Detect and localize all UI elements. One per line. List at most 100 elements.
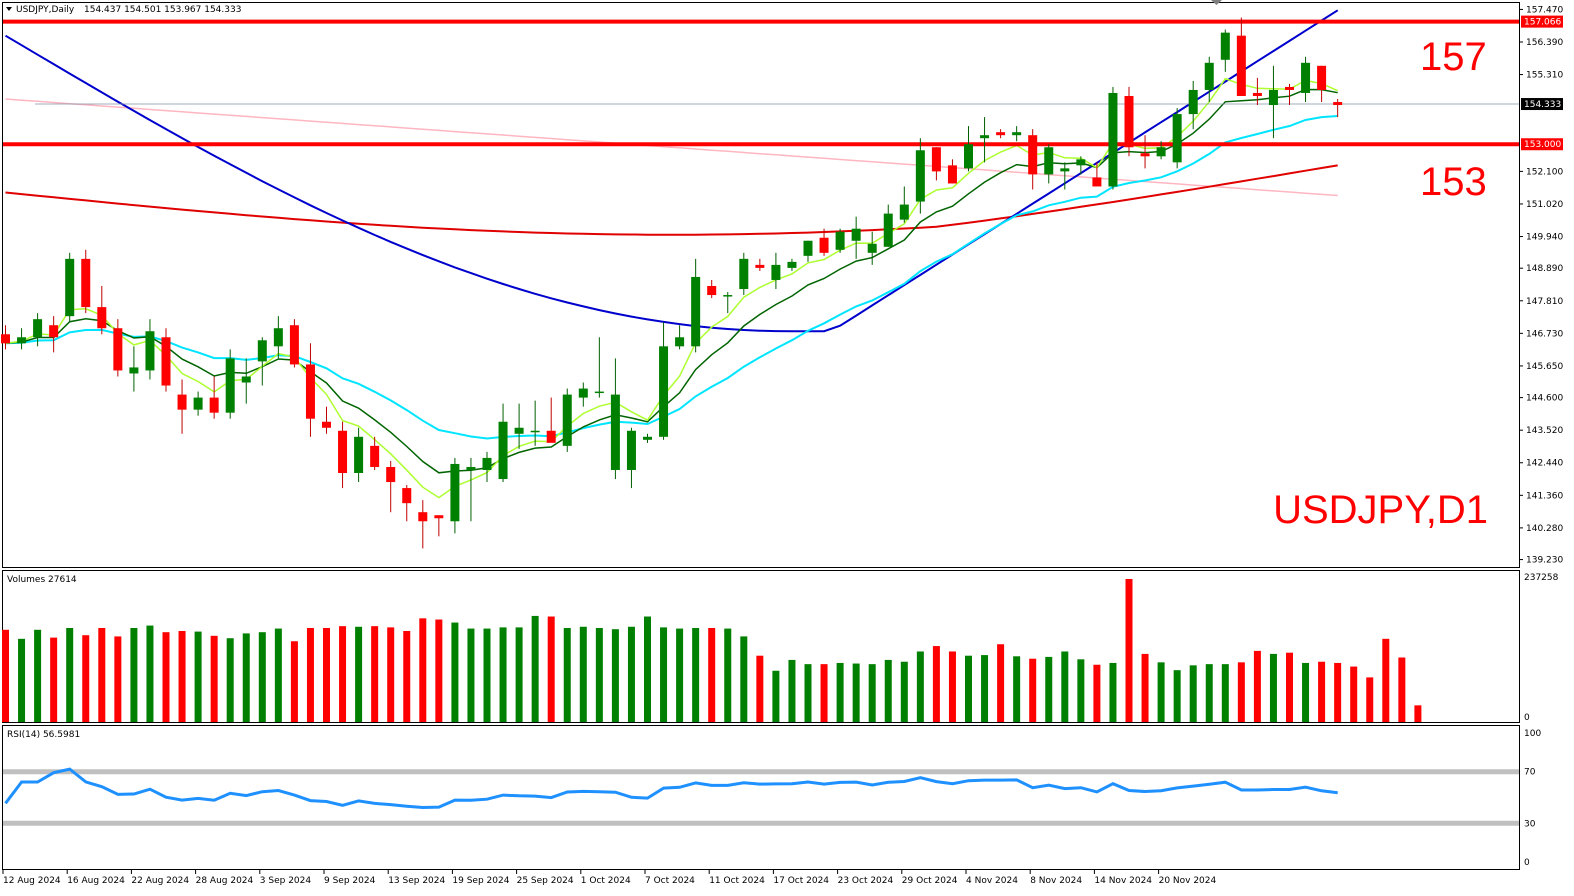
volume-bar: [274, 628, 282, 722]
volume-bar: [323, 627, 330, 722]
volume-bar: [772, 670, 780, 722]
candle-body: [177, 394, 187, 410]
candle-body: [723, 295, 733, 297]
symbol-watermark: USDJPY,D1: [1273, 488, 1488, 532]
volume-max-label: 237258: [1524, 573, 1559, 583]
volume-bar: [1302, 662, 1310, 722]
candle-body: [819, 237, 829, 253]
candle-body: [305, 364, 315, 419]
candle-body: [899, 204, 909, 220]
candle-body: [33, 319, 43, 338]
rsi-tick-label: 30: [1524, 819, 1536, 829]
candle-body: [1156, 147, 1166, 157]
candle-body: [610, 394, 620, 470]
volume-bar: [1125, 579, 1133, 722]
volume-bar: [579, 626, 587, 722]
candle-body: [370, 445, 380, 467]
candle-body: [129, 367, 139, 374]
price-tick-label: 146.730: [1526, 329, 1563, 339]
candle-body: [1188, 89, 1198, 115]
volume-bar: [1253, 650, 1261, 722]
level-157-annotation: 157: [1420, 35, 1487, 79]
candle-body: [1, 334, 10, 344]
price-tag-157: 157.066: [1524, 18, 1561, 28]
volume-bar: [724, 628, 732, 722]
volume-bar: [18, 638, 26, 722]
chart-shift-marker-icon[interactable]: [1211, 0, 1222, 5]
volume-bar: [1237, 662, 1245, 722]
candle-body: [514, 427, 524, 434]
volume-bar: [1414, 705, 1422, 722]
volume-bar: [692, 627, 700, 722]
volume-bar: [1173, 670, 1181, 722]
volume-bar: [1366, 677, 1374, 722]
rsi-tick-label: 0: [1524, 858, 1530, 868]
price-tag-153-bg: [1521, 138, 1563, 151]
candle-body: [17, 337, 27, 344]
candle-body: [931, 147, 941, 172]
time-tick-label: 9 Sep 2024: [324, 876, 376, 886]
price-tick-label: 157.470: [1526, 5, 1563, 15]
time-tick-label: 29 Oct 2024: [902, 876, 958, 886]
candle-body: [594, 391, 604, 394]
candle-body: [354, 436, 364, 473]
ma-lime-line: [5, 77, 1339, 499]
price-tick-label: 152.100: [1526, 167, 1563, 177]
time-tick-label: 17 Oct 2024: [773, 876, 829, 886]
time-tick-label: 12 Aug 2024: [3, 876, 61, 886]
volume-bar: [948, 651, 956, 722]
time-tick-label: 3 Sep 2024: [260, 876, 312, 886]
candle-body: [1172, 114, 1182, 163]
candle-body: [867, 243, 877, 253]
price-tick-label: 155.310: [1526, 71, 1563, 81]
volume-bar: [547, 616, 555, 722]
volume-bar: [1093, 664, 1101, 722]
candle-body: [386, 466, 396, 483]
candle-body: [771, 264, 781, 280]
price-tag-last: 154.333: [1524, 100, 1561, 110]
candle-body: [675, 337, 685, 347]
volume-bar: [387, 627, 395, 722]
candle-body: [193, 397, 203, 410]
volume-bar: [194, 631, 202, 722]
volume-bar: [1157, 662, 1165, 722]
candle-body: [691, 276, 701, 347]
volume-bar: [178, 630, 186, 722]
price-tick-label: 143.520: [1526, 426, 1563, 436]
price-tick-label: 148.890: [1526, 264, 1563, 274]
candle-body: [1092, 177, 1102, 187]
volume-bar: [981, 655, 989, 722]
candle-body: [1317, 65, 1327, 90]
candle-body: [209, 397, 219, 413]
time-tick-label: 16 Aug 2024: [67, 876, 125, 886]
candle-body: [996, 132, 1006, 136]
volume-bar: [66, 627, 74, 722]
volume-bar: [1189, 665, 1197, 722]
candle-body: [1076, 159, 1086, 166]
volume-bar: [932, 646, 940, 722]
volume-bar: [34, 629, 42, 722]
candle-body: [1124, 95, 1134, 148]
candle-body: [1140, 153, 1150, 157]
volume-bar: [1045, 656, 1053, 722]
candle-body: [241, 376, 251, 383]
volume-bar: [1077, 659, 1085, 722]
candle-body: [1236, 35, 1246, 96]
dropdown-triangle-icon[interactable]: [6, 7, 12, 11]
volume-bar: [965, 655, 972, 722]
price-tick-label: 149.940: [1526, 233, 1563, 243]
volume-panel-label: Volumes 27614: [7, 575, 77, 585]
volume-bar: [162, 632, 170, 722]
volume-bar: [660, 627, 668, 722]
price-tick-label: 144.600: [1526, 394, 1563, 404]
candle-body: [273, 328, 283, 347]
candle-body: [1268, 89, 1278, 106]
candle-body: [626, 430, 636, 470]
moving-averages: [4, 9, 1339, 499]
candle-body: [947, 165, 957, 184]
ma-red-line: [5, 164, 1338, 236]
candle-body: [835, 231, 845, 250]
time-axis: 12 Aug 2024 16 Aug 2024 22 Aug 2024 28 Aug …: [2, 870, 1217, 886]
time-tick-label: 23 Oct 2024: [838, 876, 894, 886]
